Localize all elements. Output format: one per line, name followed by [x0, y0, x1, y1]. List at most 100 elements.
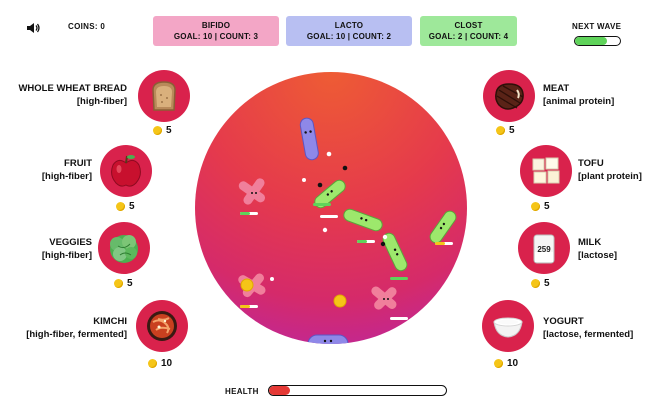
food-milk[interactable]: 259 MILK [lactose] 5: [515, 222, 663, 292]
price-value: 5: [166, 125, 172, 136]
goal-clost: CLOST GOAL: 2 | COUNT: 4: [420, 16, 517, 46]
food-meat[interactable]: MEAT [animal protein] 5: [480, 70, 663, 140]
food-label: YOGURT [lactose, fermented]: [543, 315, 633, 341]
food-price: 5: [531, 201, 550, 212]
particle-dot: [342, 165, 348, 171]
food-tofu[interactable]: TOFU [plant protein] 5: [517, 145, 663, 215]
bacterium-health-bar: [390, 277, 408, 280]
coin-icon: [114, 279, 123, 288]
goal-lacto: LACTO GOAL: 10 | COUNT: 2: [286, 16, 412, 46]
food-whole-wheat-bread[interactable]: WHOLE WHEAT BREAD [high-fiber] 5: [0, 70, 195, 140]
bacterium-health-fill: [357, 240, 367, 243]
food-price: 5: [531, 278, 550, 289]
food-circle: [520, 145, 572, 197]
arena-svg: [237, 117, 458, 344]
food-label: MEAT [animal protein]: [543, 82, 614, 108]
clost-bacterium[interactable]: [428, 209, 458, 245]
goal-bifido-stats: GOAL: 10 | COUNT: 3: [173, 32, 259, 41]
food-tag: [high-fiber]: [41, 171, 92, 182]
food-price: 10: [494, 358, 518, 369]
food-label: VEGGIES [high-fiber]: [42, 236, 92, 262]
bacterium-health-fill: [435, 242, 445, 245]
food-label: WHOLE WHEAT BREAD [high-fiber]: [18, 82, 127, 108]
food-circle: [482, 300, 534, 352]
price-value: 5: [544, 278, 550, 289]
lacto-bacterium[interactable]: [299, 117, 319, 161]
food-tag: [animal protein]: [543, 96, 615, 107]
food-price: 5: [153, 125, 172, 136]
coin-icon: [496, 126, 505, 135]
food-circle: [138, 70, 190, 122]
top-hud: COINS: 0 BIFIDO GOAL: 10 | COUNT: 3 LACT…: [0, 0, 663, 50]
food-tag: [high-fiber, fermented]: [26, 329, 127, 340]
health-label: HEALTH: [225, 387, 259, 396]
clost-bacterium[interactable]: [381, 231, 409, 272]
coin-pickup[interactable]: [333, 294, 347, 308]
goal-clost-name: CLOST: [454, 21, 483, 30]
food-name: FRUIT: [64, 158, 92, 169]
food-price: 10: [148, 358, 172, 369]
coin-icon: [148, 359, 157, 368]
lettuce-icon: [110, 235, 138, 263]
bacterium-health-bar: [390, 317, 408, 320]
food-circle: [136, 300, 188, 352]
goal-bifido: BIFIDO GOAL: 10 | COUNT: 3: [153, 16, 279, 46]
food-label: FRUIT [high-fiber]: [42, 157, 92, 183]
coins-counter: COINS: 0: [68, 22, 106, 31]
particle-dot: [270, 277, 274, 281]
food-name: MILK: [578, 237, 602, 248]
next-wave-label: NEXT WAVE: [572, 22, 622, 31]
food-circle: [483, 70, 535, 122]
lacto-bacterium[interactable]: [307, 334, 349, 344]
next-wave-fill: [575, 37, 608, 45]
speaker-icon[interactable]: [25, 20, 41, 36]
food-veggies[interactable]: VEGGIES [high-fiber] 5: [0, 222, 160, 292]
food-name: VEGGIES: [49, 237, 92, 248]
bacterium-health-bar: [320, 215, 338, 218]
bifido-bacterium[interactable]: [370, 285, 399, 312]
bread-icon: [152, 81, 176, 111]
coin-icon: [116, 202, 125, 211]
gut-arena[interactable]: [195, 72, 467, 344]
goal-lacto-name: LACTO: [334, 21, 364, 30]
food-name: KIMCHI: [93, 316, 127, 327]
clost-bacterium[interactable]: [342, 208, 384, 233]
particle-dot: [322, 227, 328, 233]
bacterium-health-fill: [240, 212, 250, 215]
milk-carton-number: 259: [537, 245, 551, 254]
food-name: MEAT: [543, 83, 570, 94]
food-label: KIMCHI [high-fiber, fermented]: [26, 315, 127, 341]
food-tag: [lactose]: [578, 250, 618, 261]
food-label: TOFU [plant protein]: [578, 157, 642, 183]
food-tag: [plant protein]: [578, 171, 642, 182]
goal-bifido-name: BIFIDO: [201, 21, 231, 30]
health-fill: [269, 386, 291, 395]
particle-dot: [302, 178, 306, 182]
food-circle: [98, 222, 150, 274]
steak-icon: [495, 83, 524, 110]
bifido-bacterium[interactable]: [237, 177, 267, 207]
food-tag: [high-fiber]: [41, 250, 92, 261]
food-price: 5: [116, 201, 135, 212]
milk-icon: 259: [533, 234, 555, 264]
coin-pickup[interactable]: [240, 278, 254, 292]
yogurt-icon: [493, 317, 523, 338]
coin-icon: [494, 359, 503, 368]
food-kimchi[interactable]: KIMCHI [high-fiber, fermented] 10: [0, 300, 195, 372]
food-price: 5: [114, 278, 133, 289]
tofu-icon: [532, 157, 560, 184]
coin-icon: [531, 202, 540, 211]
food-tag: [high-fiber]: [76, 96, 127, 107]
food-fruit[interactable]: FRUIT [high-fiber] 5: [0, 145, 160, 215]
particle-dot: [382, 234, 388, 240]
next-wave-bar: [574, 36, 621, 46]
kimchi-icon: [147, 311, 177, 341]
food-name: TOFU: [578, 158, 604, 169]
goal-lacto-stats: GOAL: 10 | COUNT: 2: [306, 32, 392, 41]
bacterium-health-fill: [240, 305, 250, 308]
food-yogurt[interactable]: YOGURT [lactose, fermented] 10: [480, 300, 663, 372]
coin-icon: [153, 126, 162, 135]
particle-dot: [326, 151, 332, 157]
price-value: 5: [127, 278, 133, 289]
coin-icon: [531, 279, 540, 288]
